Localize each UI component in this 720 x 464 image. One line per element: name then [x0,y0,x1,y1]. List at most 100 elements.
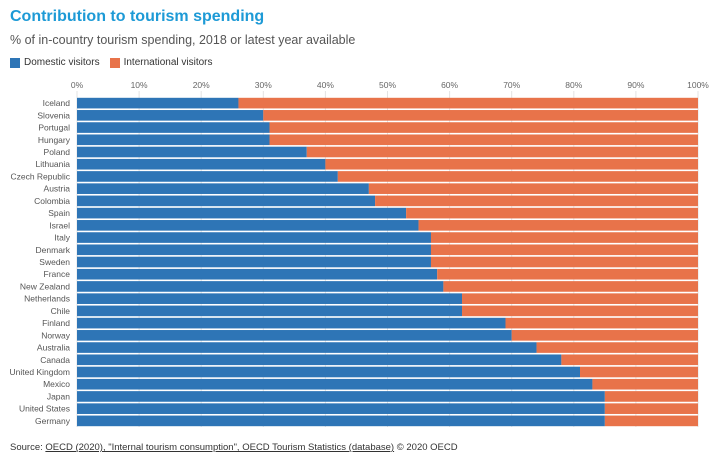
x-tick-label-7: 70% [503,80,520,90]
category-label-20: Australia [37,343,70,353]
category-label-12: Denmark [36,245,71,255]
legend-item-domestic: Domestic visitors [10,57,100,68]
chart-title: Contribution to tourism spending [10,8,265,25]
x-tick-label-5: 50% [379,80,396,90]
bar-domestic-3 [77,134,270,146]
bar-domestic-4 [77,146,307,158]
bar-domestic-5 [77,158,326,170]
bar-international-5 [325,158,698,170]
x-tick-label-6: 60% [441,80,458,90]
bar-international-10 [418,220,698,231]
chart-subtitle: % of in-country tourism spending, 2018 o… [10,33,356,47]
category-label-11: Italy [54,233,70,243]
bar-domestic-17 [77,305,463,317]
bar-domestic-23 [77,378,593,390]
bar-domestic-20 [77,342,537,353]
category-label-9: Spain [48,208,70,218]
legend-item-international: International visitors [109,57,213,68]
x-tick-label-8: 80% [565,80,582,90]
bar-international-23 [592,378,698,390]
bar-international-11 [430,232,698,243]
legend-label-domestic: Domestic visitors [24,57,100,68]
bar-domestic-12 [77,244,431,256]
category-label-13: Sweden [39,257,70,267]
source-note: Source: OECD (2020), "Internal tourism c… [10,442,458,453]
bar-international-26 [604,415,698,427]
category-label-19: Norway [41,330,71,340]
category-label-23: Mexico [43,379,70,389]
bar-domestic-9 [77,207,407,219]
category-label-24: Japan [47,391,70,401]
bar-international-9 [406,207,698,219]
category-label-0: Iceland [43,98,71,108]
category-label-7: Austria [44,184,71,194]
bar-domestic-21 [77,354,562,366]
bar-domestic-15 [77,281,444,292]
bar-domestic-11 [77,232,431,243]
bar-domestic-19 [77,330,512,341]
bar-international-21 [561,354,698,366]
bar-domestic-26 [77,415,605,427]
category-label-14: France [44,269,71,279]
category-label-17: Chile [51,306,71,316]
bar-international-16 [462,293,698,304]
bar-international-1 [263,110,698,121]
bar-international-13 [430,256,698,268]
bar-domestic-16 [77,293,463,304]
legend: Domestic visitors International visitors [10,57,213,68]
bar-international-6 [337,171,698,182]
bar-international-22 [580,366,698,378]
category-label-26: Germany [35,416,71,426]
bar-international-15 [443,281,698,292]
bar-international-8 [375,195,698,207]
bar-domestic-1 [77,110,264,121]
category-label-10: Israel [49,220,70,230]
category-label-3: Hungary [38,135,71,145]
category-label-4: Poland [44,147,71,157]
legend-swatch-international [109,57,120,68]
bar-international-7 [368,183,698,194]
legend-label-international: International visitors [123,57,213,68]
category-label-8: Colombia [34,196,70,206]
bar-domestic-10 [77,220,419,231]
bar-domestic-8 [77,195,376,207]
category-label-2: Portugal [38,123,70,133]
x-tick-label-0: 0% [71,80,84,90]
bar-domestic-13 [77,256,431,268]
bar-international-3 [269,134,698,146]
bar-domestic-25 [77,403,605,414]
x-tick-label-4: 40% [317,80,334,90]
bar-domestic-2 [77,122,270,133]
bar-domestic-7 [77,183,369,194]
bar-international-17 [462,305,698,317]
category-label-18: Finland [42,318,70,328]
x-tick-label-3: 30% [255,80,272,90]
legend-swatch-domestic [10,57,20,68]
bar-domestic-14 [77,268,438,280]
bar-domestic-0 [77,97,239,109]
x-tick-label-2: 20% [193,80,210,90]
bar-international-12 [430,244,698,256]
bar-international-24 [604,391,698,402]
bar-international-0 [238,97,698,109]
source-link[interactable]: OECD (2020), "Internal tourism consumpti… [45,442,395,453]
source-prefix: Source: [10,442,46,453]
category-label-16: Netherlands [24,294,70,304]
x-tick-label-1: 10% [131,80,148,90]
x-tick-label-9: 90% [627,80,644,90]
x-tick-label-10: 100% [687,80,709,90]
bar-domestic-18 [77,317,506,329]
category-label-15: New Zealand [20,281,70,291]
category-label-25: United States [19,404,70,414]
bar-international-4 [306,146,698,158]
category-label-21: Canada [40,355,70,365]
source-suffix: © 2020 OECD [394,442,458,453]
category-label-6: Czech Republic [10,171,70,181]
category-label-22: United Kingdom [10,367,70,377]
bar-international-2 [269,122,698,133]
bar-international-18 [505,317,698,329]
bar-international-25 [604,403,698,414]
bar-international-20 [536,342,698,353]
bar-domestic-22 [77,366,581,378]
